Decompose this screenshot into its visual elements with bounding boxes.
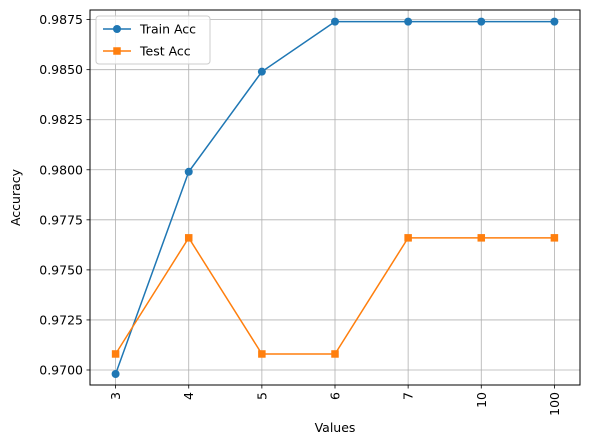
x-tick-label: 10	[474, 392, 489, 408]
test-acc-point	[258, 350, 266, 358]
test-acc-point	[477, 234, 486, 242]
test-acc-point	[111, 350, 120, 358]
train-acc-point	[111, 369, 120, 378]
y-tick-label: 0.9800	[39, 162, 83, 177]
y-tick-label: 0.9825	[39, 112, 83, 127]
x-tick-label: 4	[181, 392, 196, 400]
legend-marker-train	[113, 25, 121, 33]
legend-marker-test	[113, 47, 121, 55]
train-acc-point	[550, 17, 559, 26]
series-layer	[111, 17, 559, 378]
test-acc-point	[184, 234, 193, 242]
grid	[90, 10, 580, 385]
train-acc-point	[477, 17, 486, 26]
y-tick-label: 0.9775	[39, 212, 83, 227]
y-tick-label: 0.9850	[39, 62, 83, 77]
y-tick-label: 0.9750	[39, 262, 83, 277]
x-axis-label: Values	[315, 420, 356, 435]
y-tick-label: 0.9700	[39, 362, 83, 377]
x-tick-label: 5	[254, 392, 269, 400]
test-acc-point	[331, 350, 339, 358]
train-acc-point	[331, 17, 339, 26]
legend-label-test: Test Acc	[139, 44, 191, 59]
test-acc-point	[550, 234, 559, 242]
legend-box	[95, 15, 211, 65]
legend: Train Acc Test Acc	[95, 15, 211, 65]
test-acc-point	[404, 234, 412, 242]
x-tick-label: 6	[328, 392, 343, 400]
x-tick-label: 3	[108, 392, 123, 400]
x-tick-label: 7	[401, 392, 416, 400]
x-tick-label: 100	[547, 392, 562, 416]
y-tick-label: 0.9725	[39, 312, 83, 327]
y-tick-label: 0.9875	[39, 12, 83, 27]
y-axis-label: Accuracy	[8, 168, 23, 226]
train-acc-point	[404, 17, 413, 26]
axis-ticks: 3 4 5 6 7 10 100 0.9700 0.9725 0.9750 0.9775 0.9800…	[39, 12, 562, 416]
train-acc-point	[257, 67, 266, 76]
legend-label-train: Train Acc	[139, 22, 196, 37]
train-acc-point	[184, 167, 193, 176]
